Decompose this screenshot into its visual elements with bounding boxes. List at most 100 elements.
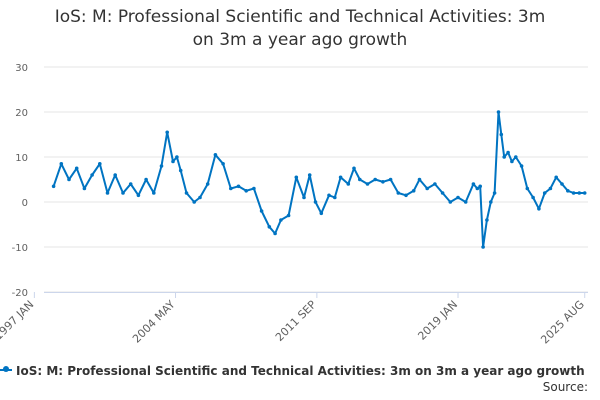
data-point[interactable]: [327, 193, 331, 198]
x-axis: 1997 JAN 2004 MAY 2011 SEP 2019 JAN 2025 AUG: [0, 292, 588, 346]
data-point[interactable]: [525, 186, 530, 191]
data-point[interactable]: [542, 191, 547, 195]
data-point[interactable]: [566, 189, 570, 193]
data-point[interactable]: [113, 173, 117, 177]
data-point[interactable]: [571, 191, 576, 195]
data-point[interactable]: [365, 182, 370, 186]
data-point[interactable]: [554, 175, 558, 180]
data-point[interactable]: [471, 182, 476, 186]
data-point[interactable]: [492, 191, 497, 195]
data-point[interactable]: [244, 189, 248, 193]
data-point[interactable]: [373, 177, 378, 182]
data-point[interactable]: [577, 191, 582, 195]
data-point[interactable]: [499, 132, 504, 137]
data-point[interactable]: [396, 191, 401, 195]
data-point[interactable]: [294, 175, 299, 180]
data-point[interactable]: [128, 182, 133, 186]
data-point[interactable]: [531, 195, 535, 200]
data-point[interactable]: [440, 191, 445, 195]
data-point[interactable]: [358, 177, 362, 182]
data-point[interactable]: [346, 182, 351, 186]
data-point[interactable]: [136, 193, 141, 198]
chart-title: IoS: M: Professional Scientific and Tech…: [30, 6, 570, 52]
data-point[interactable]: [302, 195, 306, 200]
data-point[interactable]: [152, 191, 156, 195]
data-point[interactable]: [463, 200, 468, 204]
data-point[interactable]: [481, 245, 485, 249]
data-point[interactable]: [192, 200, 196, 204]
data-point[interactable]: [560, 182, 564, 186]
legend[interactable]: IoS: M: Professional Scientific and Tech…: [0, 361, 600, 383]
data-point[interactable]: [313, 200, 318, 204]
data-point[interactable]: [485, 218, 489, 222]
data-point[interactable]: [548, 186, 553, 191]
data-point[interactable]: [198, 195, 202, 200]
x-tick-label: 2025 AUG: [538, 298, 587, 347]
data-point[interactable]: [489, 200, 493, 204]
data-point[interactable]: [433, 182, 437, 186]
data-point[interactable]: [514, 155, 518, 159]
data-point[interactable]: [252, 186, 256, 191]
series-line: [52, 111, 585, 248]
data-point[interactable]: [537, 207, 541, 211]
legend-marker-icon: [3, 366, 9, 372]
data-point[interactable]: [307, 173, 312, 177]
data-point[interactable]: [352, 166, 356, 171]
data-point[interactable]: [279, 218, 283, 222]
data-point[interactable]: [267, 225, 272, 229]
data-point[interactable]: [417, 177, 422, 182]
data-point[interactable]: [236, 184, 241, 189]
data-point[interactable]: [338, 175, 343, 180]
data-point[interactable]: [51, 184, 56, 189]
data-point[interactable]: [502, 155, 507, 159]
data-point[interactable]: [425, 186, 430, 191]
y-tick-label: 0: [22, 198, 28, 209]
data-point[interactable]: [205, 182, 210, 186]
data-point[interactable]: [59, 162, 64, 166]
data-point[interactable]: [404, 193, 408, 198]
data-point[interactable]: [582, 191, 587, 195]
data-point[interactable]: [273, 231, 277, 236]
data-point[interactable]: [259, 209, 264, 213]
data-point[interactable]: [184, 191, 189, 195]
data-point[interactable]: [506, 150, 510, 155]
data-point[interactable]: [229, 186, 233, 191]
y-tick-label: 20: [15, 108, 28, 119]
y-tick-label: -10: [12, 243, 28, 254]
data-point[interactable]: [159, 164, 164, 168]
legend-label[interactable]: IoS: M: Professional Scientific and Tech…: [16, 364, 585, 378]
data-point[interactable]: [448, 200, 453, 204]
data-point[interactable]: [82, 186, 87, 191]
data-point[interactable]: [144, 177, 148, 182]
y-axis-ticks: -20 -10 0 10 20 30: [12, 63, 28, 299]
data-point[interactable]: [221, 162, 225, 166]
series-group: [51, 110, 587, 249]
data-point[interactable]: [213, 153, 218, 157]
data-point[interactable]: [286, 213, 291, 218]
data-point[interactable]: [510, 159, 514, 164]
data-point[interactable]: [478, 184, 483, 189]
data-point[interactable]: [519, 164, 524, 168]
data-point[interactable]: [319, 211, 324, 216]
data-point[interactable]: [496, 110, 501, 114]
data-point[interactable]: [175, 155, 179, 159]
data-point[interactable]: [98, 162, 102, 166]
data-point[interactable]: [333, 195, 337, 200]
x-tick-label: 1997 JAN: [0, 298, 36, 343]
data-point[interactable]: [381, 180, 385, 184]
data-point[interactable]: [105, 191, 110, 195]
data-point[interactable]: [475, 186, 480, 191]
data-point[interactable]: [90, 173, 94, 177]
data-point[interactable]: [388, 177, 393, 182]
data-point[interactable]: [121, 191, 125, 195]
data-point[interactable]: [171, 159, 175, 164]
data-point[interactable]: [165, 130, 169, 135]
data-point[interactable]: [74, 166, 79, 171]
data-point[interactable]: [456, 195, 460, 200]
data-point[interactable]: [67, 177, 71, 182]
data-point[interactable]: [411, 189, 416, 193]
data-point[interactable]: [178, 168, 183, 173]
x-tick-label: 2004 MAY: [130, 298, 178, 346]
x-tick-label: 2019 JAN: [415, 298, 460, 343]
